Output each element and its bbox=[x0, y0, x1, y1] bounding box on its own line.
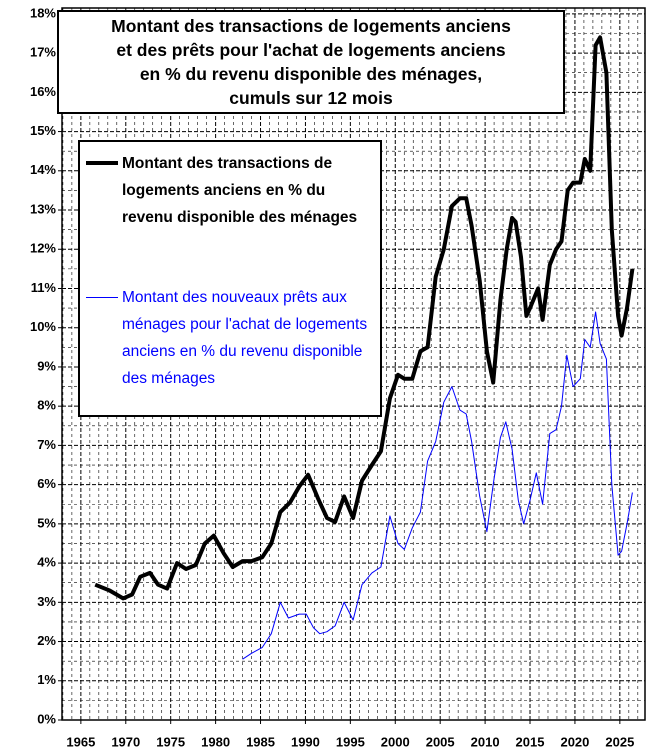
y-tick-label: 5% bbox=[37, 515, 56, 530]
legend-swatch bbox=[86, 161, 118, 165]
y-tick-label: 10% bbox=[30, 319, 56, 334]
y-tick-label: 17% bbox=[30, 45, 56, 60]
x-tick-label: 2010 bbox=[471, 734, 500, 749]
legend-label: Montant des transactions de logements an… bbox=[122, 155, 358, 226]
title-line: et des prêts pour l'achat de logements a… bbox=[116, 40, 506, 60]
y-tick-label: 3% bbox=[37, 594, 56, 609]
legend-swatch bbox=[86, 297, 118, 298]
y-tick-label: 8% bbox=[37, 398, 56, 413]
x-tick-label: 1985 bbox=[246, 734, 275, 749]
legend-label: Montant des nouveaux prêts aux ménages p… bbox=[122, 289, 368, 387]
plot-frame bbox=[61, 7, 646, 721]
title-line: Montant des transactions de logements an… bbox=[111, 16, 511, 36]
y-tick-label: 12% bbox=[30, 241, 56, 256]
x-tick-label: 2025 bbox=[605, 734, 634, 749]
y-tick-label: 2% bbox=[37, 633, 56, 648]
series-line bbox=[242, 311, 633, 660]
title-line: en % du revenu disponible des ménages, bbox=[139, 64, 483, 84]
y-tick-label: 7% bbox=[37, 437, 56, 452]
y-tick-label: 0% bbox=[37, 711, 56, 726]
x-tick-label: 1970 bbox=[111, 734, 140, 749]
x-tick-label: 2015 bbox=[516, 734, 545, 749]
y-tick-label: 9% bbox=[37, 358, 56, 373]
y-tick-label: 15% bbox=[30, 123, 56, 138]
series-line bbox=[94, 35, 635, 601]
x-tick-label: 1980 bbox=[201, 734, 230, 749]
x-tick-label: 1965 bbox=[66, 734, 95, 749]
x-tick-label: 2005 bbox=[426, 734, 455, 749]
x-tick-label: 1990 bbox=[291, 734, 320, 749]
y-tick-label: 1% bbox=[37, 672, 56, 687]
x-tick-label: 2000 bbox=[381, 734, 410, 749]
x-tick-label: 1975 bbox=[156, 734, 185, 749]
x-tick-label: 2020 bbox=[560, 734, 589, 749]
y-tick-label: 14% bbox=[30, 162, 56, 177]
y-tick-label: 6% bbox=[37, 476, 56, 491]
y-tick-label: 11% bbox=[31, 280, 57, 295]
y-tick-label: 13% bbox=[30, 201, 56, 216]
legend: Montant des transactions de logements an… bbox=[78, 140, 382, 417]
y-tick-label: 16% bbox=[30, 84, 56, 99]
x-tick-label: 1995 bbox=[336, 734, 365, 749]
title-box: Montant des transactions de logements an… bbox=[57, 10, 565, 114]
title-line: cumuls sur 12 mois bbox=[229, 88, 393, 108]
y-tick-label: 4% bbox=[37, 555, 56, 570]
y-tick-label: 18% bbox=[30, 5, 56, 20]
title: Montant des transactions de logements an… bbox=[111, 14, 511, 110]
